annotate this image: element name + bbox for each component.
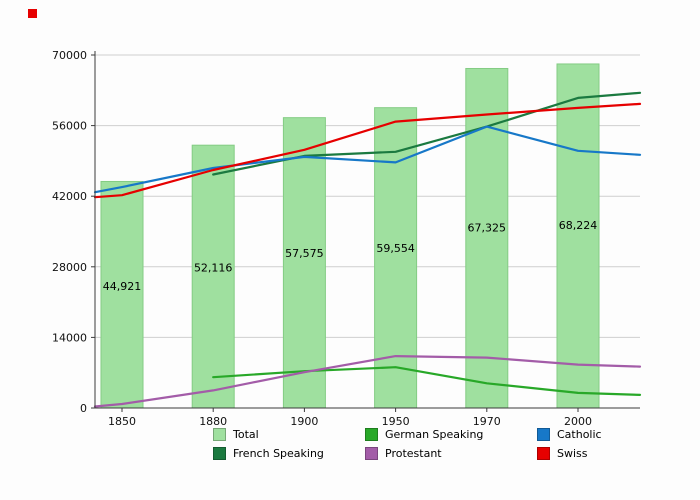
- legend-swatch-catholic: [537, 428, 550, 441]
- line-german-speaking: [212, 366, 642, 396]
- x-tick-label: 2000: [564, 415, 592, 425]
- y-tick-label: 42000: [52, 190, 87, 203]
- legend-label-total: Total: [233, 428, 259, 441]
- x-tick-label: 1850: [108, 415, 136, 425]
- line-catholic: [93, 125, 642, 194]
- legend-label-french-speaking: French Speaking: [233, 447, 324, 460]
- legend-swatch-total: [213, 428, 226, 441]
- line-protestant: [93, 355, 642, 408]
- x-tick-label: 1970: [473, 415, 501, 425]
- legend-swatch-french-speaking: [213, 447, 226, 460]
- bar-total-1880: [191, 144, 235, 409]
- bar-value-label: 57,575: [285, 247, 324, 260]
- bar-value-label: 68,224: [559, 219, 598, 232]
- y-tick-label: 14000: [52, 331, 87, 344]
- bar-value-label: 59,554: [376, 242, 415, 255]
- legend-item-catholic: Catholic: [537, 428, 667, 441]
- legend-label-german-speaking: German Speaking: [385, 428, 484, 441]
- legend-swatch-german-speaking: [365, 428, 378, 441]
- bar-total-2000: [556, 63, 600, 409]
- corner-marker: [28, 9, 37, 18]
- legend-item-protestant: Protestant: [365, 447, 537, 460]
- x-tick-label: 1880: [199, 415, 227, 425]
- y-tick-label: 28000: [52, 261, 87, 274]
- y-tick-label: 0: [80, 402, 87, 415]
- legend-label-catholic: Catholic: [557, 428, 602, 441]
- legend-label-protestant: Protestant: [385, 447, 442, 460]
- legend-item-total: Total: [213, 428, 365, 441]
- line-swiss: [93, 102, 642, 199]
- bar-value-label: 52,116: [194, 261, 233, 274]
- population-chart: 44,921 52,116 57,575 59,554 67,325 68,224 0 140…: [52, 49, 642, 425]
- bar-total-1850: [100, 180, 144, 409]
- legend-label-swiss: Swiss: [557, 447, 588, 460]
- chart-legend: Total German Speaking Catholic French Speak…: [213, 428, 667, 460]
- legend-swatch-protestant: [365, 447, 378, 460]
- bar-total-1900: [282, 117, 326, 409]
- legend-swatch-swiss: [537, 447, 550, 460]
- y-tick-label: 56000: [52, 120, 87, 133]
- x-tick-label: 1950: [382, 415, 410, 425]
- bar-value-label: 67,325: [468, 221, 507, 234]
- y-tick-label: 70000: [52, 49, 87, 62]
- legend-item-french-speaking: French Speaking: [213, 447, 365, 460]
- x-tick-label: 1900: [290, 415, 318, 425]
- bar-value-label: 44,921: [103, 280, 142, 293]
- legend-item-german-speaking: German Speaking: [365, 428, 537, 441]
- legend-item-swiss: Swiss: [537, 447, 667, 460]
